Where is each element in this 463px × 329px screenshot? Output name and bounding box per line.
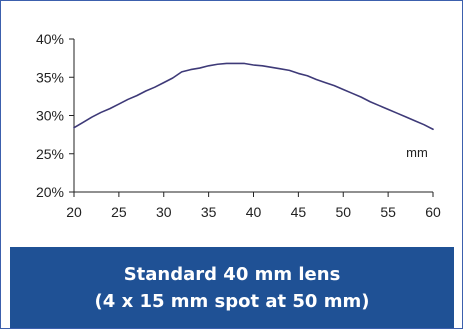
x-tick-label: 60 (425, 204, 441, 220)
x-tick-label: 40 (246, 204, 262, 220)
x-tick-label: 20 (66, 204, 82, 220)
x-tick-label: 45 (291, 204, 307, 220)
y-tick-label: 20% (36, 184, 64, 200)
y-axis-ticks: 40% 35% 30% 25% 20% (36, 31, 74, 200)
y-tick-label: 25% (36, 146, 64, 162)
line-chart: 40% 35% 30% 25% 20% 20 25 30 35 40 45 50 55 60 mm (36, 31, 441, 220)
x-axis-unit-label: mm (406, 145, 428, 160)
x-tick-label: 25 (111, 204, 127, 220)
caption-line-2: (4 x 15 mm spot at 50 mm) (94, 290, 370, 312)
axes (73, 39, 433, 193)
y-tick-label: 40% (36, 31, 64, 47)
series-line-0 (73, 62, 434, 131)
y-tick-label: 30% (36, 108, 64, 124)
x-tick-label: 35 (201, 204, 217, 220)
x-tick-label: 30 (156, 204, 172, 220)
x-tick-label: 50 (335, 204, 351, 220)
x-tick-label: 55 (380, 204, 396, 220)
series-group (73, 62, 434, 131)
y-tick-label: 35% (36, 69, 64, 85)
chart-area: 40% 35% 30% 25% 20% 20 25 30 35 40 45 50 55 60 mm (1, 1, 462, 253)
caption-line-1: Standard 40 mm lens (123, 263, 341, 285)
x-axis-ticks: 20 25 30 35 40 45 50 55 60 (66, 192, 441, 220)
caption-banner: Standard 40 mm lens (4 x 15 mm spot at 5… (10, 247, 454, 328)
